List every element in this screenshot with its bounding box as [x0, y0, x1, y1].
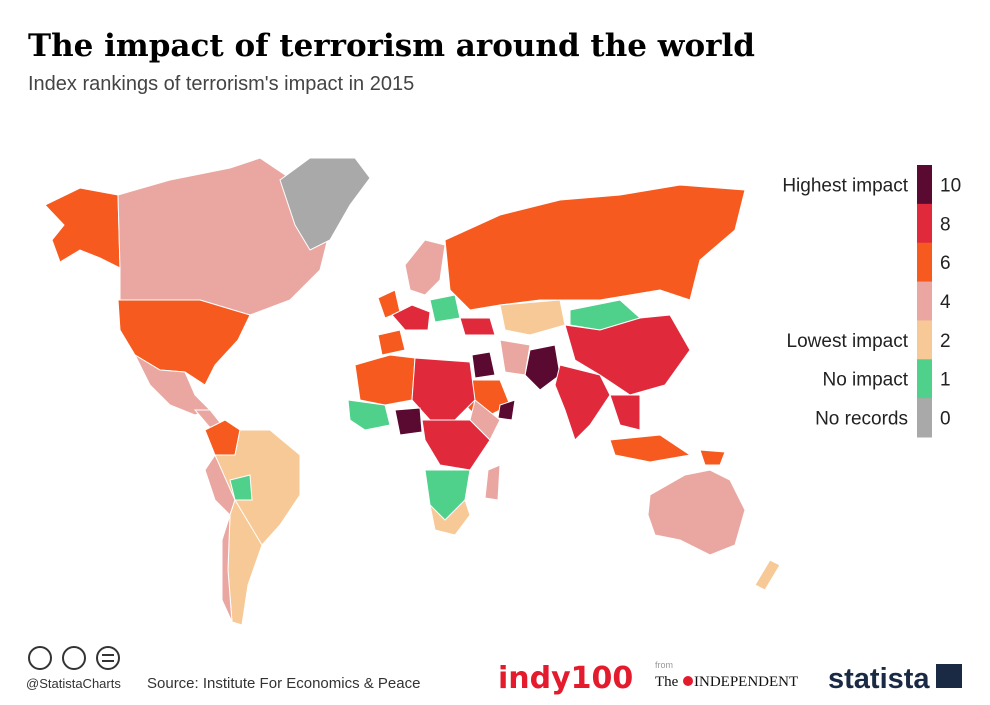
legend-label: Lowest impact: [787, 331, 909, 352]
country-shape: [699, 449, 726, 466]
legend-label: No records: [815, 409, 908, 430]
country-shape: [524, 344, 561, 391]
subtitle: Index rankings of terrorism's impact in …: [28, 73, 414, 95]
country-shape: [499, 339, 531, 376]
legend-swatch: [917, 398, 932, 438]
country-shape: [354, 354, 416, 406]
title: The impact of terrorism around the world: [28, 28, 755, 64]
country-shape: [484, 464, 501, 501]
country-shape: [44, 187, 121, 269]
world-map: [44, 157, 781, 626]
legend-swatch: [917, 359, 932, 399]
source: Source: Institute For Economics & Peace: [147, 675, 420, 692]
country-shape: [394, 407, 423, 436]
handle: @StatistaCharts: [26, 676, 121, 691]
legend-swatch: [917, 165, 932, 205]
by-icon: [62, 646, 86, 670]
nd-icon: [96, 646, 120, 670]
the-text: The: [655, 674, 679, 690]
legend-value: 8: [940, 214, 951, 235]
country-shape: [754, 559, 781, 591]
country-shape: [444, 184, 746, 311]
country-shape: [609, 434, 692, 463]
country-shape: [221, 514, 233, 623]
country-shape: [391, 304, 431, 331]
license-icons: [28, 646, 120, 670]
country-shape: [429, 294, 461, 323]
legend-value: 1: [940, 370, 951, 391]
legend-label: Highest impact: [782, 175, 908, 196]
indy100-logo: indy100: [498, 661, 633, 696]
country-shape: [229, 474, 253, 501]
country-shape: [204, 453, 236, 516]
country-shape: [404, 239, 446, 296]
independent-logo: INDEPENDENT: [694, 674, 798, 690]
legend-label: No impact: [822, 370, 908, 391]
country-shape: [471, 351, 496, 379]
legend-swatch: [917, 242, 932, 283]
country-shape: [279, 157, 371, 251]
country-shape: [411, 357, 476, 421]
country-shape: [117, 299, 251, 386]
country-shape: [499, 299, 566, 336]
legend-swatch: [917, 203, 932, 244]
country-shape: [459, 317, 496, 336]
country-shape: [377, 329, 406, 356]
statista-logo: statista: [828, 663, 930, 695]
statista-icon: [936, 664, 962, 688]
legend-value: 4: [940, 292, 951, 313]
legend-value: 10: [940, 175, 961, 196]
legend-value: 2: [940, 331, 951, 352]
legend-value: 6: [940, 253, 951, 274]
country-shape: [564, 314, 691, 396]
country-shape: [429, 499, 471, 536]
legend: 10 Highest impact 8 6 4 2 Lowest impact 1 No imp…: [782, 165, 961, 438]
country-shape: [347, 399, 391, 431]
legend-swatch: [917, 281, 932, 321]
country-shape: [469, 399, 501, 441]
country-shape: [554, 364, 611, 441]
independent-eagle: [683, 676, 693, 686]
from-text: from: [655, 660, 673, 670]
cc-icon: [28, 646, 52, 670]
legend-value: 0: [940, 409, 951, 430]
country-shape: [497, 399, 516, 421]
legend-swatch: [917, 320, 932, 360]
country-shape: [609, 394, 641, 431]
country-shape: [647, 469, 746, 556]
